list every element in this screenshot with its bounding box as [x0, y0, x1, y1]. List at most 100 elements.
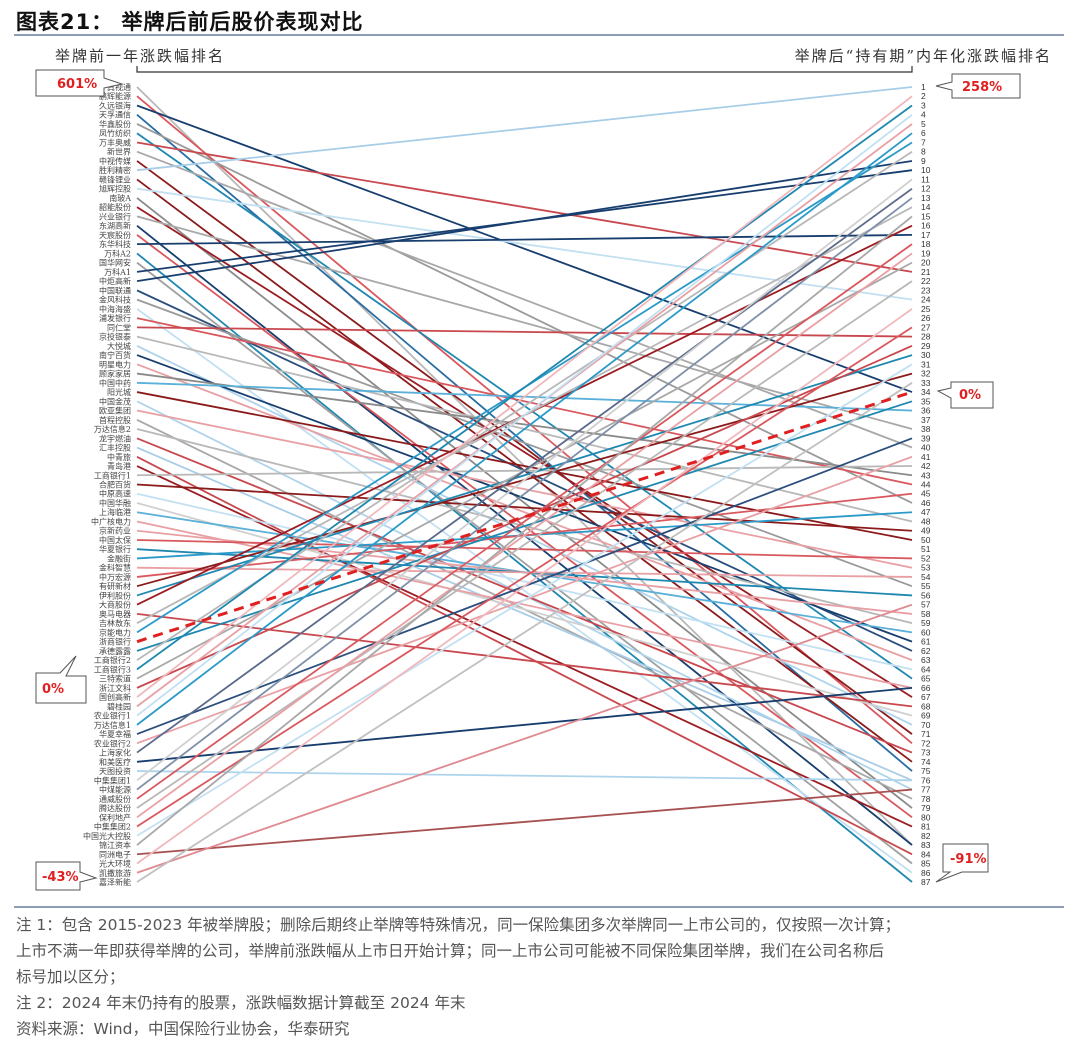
- right-rank-label: 16: [921, 221, 931, 231]
- left-stock-label: 中炬高新: [99, 276, 131, 286]
- rank-link-line: [136, 465, 913, 828]
- right-rank-label: 14: [921, 202, 931, 212]
- right-rank-label: 24: [921, 295, 931, 305]
- right-rank-label: 57: [921, 600, 931, 610]
- left-stock-label: 中青旅: [107, 452, 131, 462]
- left-stock-label: 华夏银行: [99, 544, 131, 554]
- left-stock-label: 鹏辉能源: [99, 91, 131, 101]
- left-stock-label: 南宁百货: [99, 350, 131, 360]
- rank-link-line: [136, 326, 913, 828]
- right-rank-label: 46: [921, 498, 931, 508]
- rank-link-line: [136, 243, 913, 800]
- left-stock-label: 韶能股份: [99, 202, 131, 212]
- left-stock-label: 欧亚集团: [99, 406, 131, 416]
- callout-right-bottom: -91%: [935, 843, 989, 883]
- right-rank-label: 59: [921, 618, 931, 628]
- rank-link-line: [136, 298, 913, 588]
- left-stock-label: 中国联通: [99, 285, 131, 295]
- right-rank-label: 8: [921, 147, 926, 157]
- left-stock-label: 中煤能源: [99, 785, 131, 795]
- rank-link-line: [136, 566, 913, 578]
- right-rank-label: 66: [921, 683, 931, 693]
- right-rank-label: 45: [921, 489, 931, 499]
- right-rank-label: 42: [921, 461, 931, 471]
- rank-link-line: [136, 104, 913, 393]
- link-lines: [136, 86, 913, 883]
- rank-link-line: [136, 446, 913, 782]
- rank-link-line: [136, 160, 913, 735]
- left-axis-title: 举牌前一年涨跌幅排名: [55, 47, 226, 65]
- left-stock-label: 农业银行2: [94, 738, 131, 748]
- left-stock-label: 浙江文科: [99, 683, 131, 693]
- right-rank-label: 47: [921, 507, 931, 517]
- left-stock-label: 新世界: [107, 147, 131, 157]
- left-stock-label: 浙商银行: [99, 637, 131, 647]
- right-rank-label: 69: [921, 711, 931, 721]
- rank-link-line: [136, 788, 913, 856]
- left-stock-label: 青岛港: [107, 461, 131, 471]
- left-stock-label: 华夏幸福: [99, 729, 131, 739]
- left-stock-label: 金融街: [107, 553, 131, 563]
- right-rank-label: 27: [921, 322, 931, 332]
- svg-text:0%: 0%: [959, 388, 981, 403]
- left-stock-label: 万丰奥威: [99, 137, 131, 147]
- left-stock-label: 工商银行3: [94, 664, 131, 674]
- left-stock-label: 工商银行2: [94, 655, 131, 665]
- left-stock-label: 东华科技: [99, 239, 131, 249]
- rank-link-line: [136, 123, 913, 504]
- right-rank-label: 75: [921, 766, 931, 776]
- left-stock-label: 农业银行1: [94, 711, 131, 721]
- right-rank-label: 18: [921, 239, 931, 249]
- right-rank-label: 60: [921, 627, 931, 637]
- left-stock-label: 赣锋锂业: [99, 174, 131, 184]
- left-stock-label: 京新药业: [99, 526, 131, 536]
- right-rank-label: 84: [921, 849, 931, 859]
- left-stock-label: 金科智慧: [99, 563, 131, 573]
- right-rank-label: 10: [921, 165, 931, 175]
- right-rank-label: 48: [921, 516, 931, 526]
- right-rank-label: 2: [921, 91, 926, 101]
- right-rank-label: 79: [921, 803, 931, 813]
- footnotes: 注 1：包含 2015-2023 年被举牌股；删除后期终止举牌等特殊情况，同一保…: [16, 912, 1066, 1042]
- right-rank-label: 23: [921, 285, 931, 295]
- rank-link-line: [136, 354, 913, 597]
- footer-divider: [14, 906, 1064, 908]
- rank-link-line: [136, 372, 913, 477]
- left-stock-label: 天孚通信: [99, 110, 131, 120]
- left-stock-label: 胜利精密: [99, 165, 131, 175]
- left-stock-label: 奥马电器: [99, 609, 131, 619]
- left-stock-label: 中国太保: [99, 535, 131, 545]
- right-rank-label: 29: [921, 341, 931, 351]
- left-stock-label: 中国中药: [99, 378, 131, 388]
- slope-chart: 真视通鹏辉能源久远银海天孚通信华鑫股份凤竹纺织万丰奥威新世界中视传媒胜利精密赣锋…: [35, 66, 1021, 891]
- right-rank-label: 53: [921, 563, 931, 573]
- right-rank-label: 68: [921, 701, 931, 711]
- note-2: 注 2：2024 年末仍持有的股票，涨跌幅数据计算截至 2024 年末: [16, 994, 466, 1012]
- rank-link-line: [136, 234, 913, 246]
- left-stock-label: 汇丰控股: [99, 443, 131, 453]
- right-rank-label: 4: [921, 110, 926, 120]
- right-rank-label: 11: [921, 174, 930, 184]
- left-stock-label: 通威股份: [99, 794, 131, 804]
- right-rank-label: 20: [921, 258, 931, 268]
- title-divider: [14, 34, 1064, 36]
- note-1-line-2: 上市不满一年即获得举牌的公司，举牌前涨跌幅从上市日开始计算；同一上市公司可能被不…: [16, 942, 885, 960]
- rank-link-line: [136, 280, 913, 809]
- callout-right-zero: 0%: [936, 381, 994, 409]
- left-stock-label: 中国华融: [99, 498, 131, 508]
- svg-text:258%: 258%: [962, 80, 1002, 95]
- right-rank-label: 31: [921, 359, 931, 369]
- left-stock-label: 久远银海: [99, 100, 131, 110]
- right-rank-label: 13: [921, 193, 931, 203]
- right-rank-label: 26: [921, 313, 931, 323]
- left-stock-label: 碧桂园: [107, 701, 131, 711]
- left-stock-label: 金风科技: [99, 295, 131, 305]
- left-stock-label: 天宸股份: [99, 230, 131, 240]
- svg-text:0%: 0%: [42, 682, 64, 697]
- left-stock-label: 顾家家居: [99, 369, 131, 379]
- left-stock-label: 真视通: [107, 82, 131, 92]
- rank-link-line: [136, 187, 913, 301]
- left-stock-label: 工商银行1: [94, 470, 131, 480]
- right-rank-label: 12: [921, 184, 931, 194]
- left-stock-label: 光大环境: [99, 859, 131, 869]
